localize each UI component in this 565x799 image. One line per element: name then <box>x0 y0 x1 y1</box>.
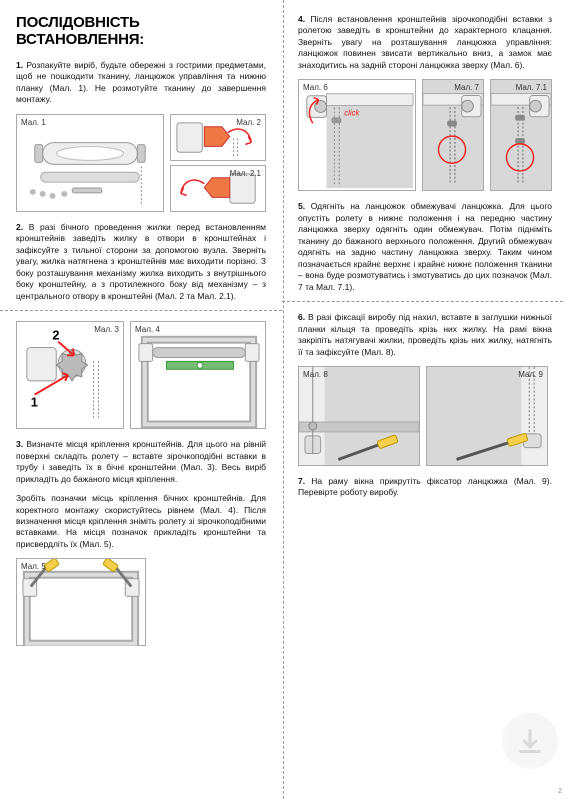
fig1-svg <box>17 115 163 212</box>
svg-text:2: 2 <box>52 328 59 343</box>
figure-2-1: Мал. 2.1 <box>170 165 266 212</box>
fig7-label: Мал. 7 <box>454 83 479 92</box>
para-6: 6. В разі фіксації виробу під нахил, вст… <box>298 312 552 358</box>
fig1-label: Мал. 1 <box>21 118 46 127</box>
fig9-label: Мал. 9 <box>518 370 543 379</box>
figure-7-1: Мал. 7.1 <box>490 79 552 191</box>
figrow-8-9: Мал. 8 Мал. 9 <box>298 366 552 466</box>
figure-8: Мал. 8 <box>298 366 420 466</box>
figure-2: Мал. 2 <box>170 114 266 161</box>
svg-text:click: click <box>344 109 360 118</box>
para-4: 4. Після встановлення кронштейнів зірочк… <box>298 14 552 71</box>
fig4-label: Мал. 4 <box>135 325 160 334</box>
para-3a: 3. Визначте місця кріплення кронштейнів.… <box>16 439 266 485</box>
figure-3: Мал. 3 1 2 <box>16 321 124 429</box>
figrow-5: Мал. 5 <box>16 558 266 646</box>
fig6-label: Мал. 6 <box>303 83 328 92</box>
left-column: ПОСЛІДОВНІСТЬ ВСТАНОВЛЕННЯ: 1. Розпакуйт… <box>0 0 282 799</box>
para-7: 7. На раму вікна прикрутіть фіксатор лан… <box>298 476 552 499</box>
figure-9: Мал. 9 <box>426 366 548 466</box>
svg-text:1: 1 <box>31 395 38 410</box>
para-3b: Зробіть позначки місць кріплення бічних … <box>16 493 266 550</box>
fig21-label: Мал. 2.1 <box>230 169 261 178</box>
figure-4: Мал. 4 <box>130 321 266 429</box>
fig2-label: Мал. 2 <box>236 118 261 127</box>
page-number: 2 <box>558 788 562 795</box>
fig8-label: Мал. 8 <box>303 370 328 379</box>
page-title: ПОСЛІДОВНІСТЬ ВСТАНОВЛЕННЯ: <box>16 14 266 48</box>
figrow-1-2: Мал. 1 Мал. 2 <box>16 114 266 212</box>
para-2: 2. В разі бічного проведення жилки перед… <box>16 222 266 302</box>
fig3-label: Мал. 3 <box>94 325 119 334</box>
fig5-label: Мал. 5 <box>21 562 46 571</box>
figure-6: Мал. 6 click <box>298 79 416 191</box>
figrow-6-7: Мал. 6 click Мал. 7 <box>298 79 552 191</box>
para-5: 5. Одягніть на ланцюжок обмежувачі ланцю… <box>298 201 552 293</box>
figure-5: Мал. 5 <box>16 558 146 646</box>
fig71-label: Мал. 7.1 <box>516 83 547 92</box>
watermark-icon <box>502 713 558 769</box>
right-column: 4. Після встановлення кронштейнів зірочк… <box>282 0 565 799</box>
para-1: 1. Розпакуйте виріб, будьте обережні з г… <box>16 60 266 106</box>
figure-7: Мал. 7 <box>422 79 484 191</box>
figure-1: Мал. 1 <box>16 114 164 212</box>
figrow-3-4: Мал. 3 1 2 Мал. 4 <box>16 321 266 429</box>
